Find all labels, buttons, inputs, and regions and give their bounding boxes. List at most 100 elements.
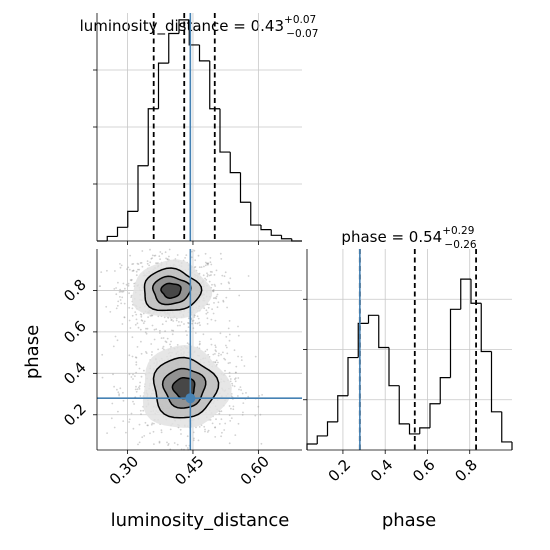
posterior-sample-point — [212, 312, 215, 315]
posterior-sample-point — [138, 388, 141, 390]
posterior-sample-point — [109, 311, 112, 313]
posterior-sample-point — [258, 395, 261, 397]
posterior-sample-point — [145, 332, 148, 335]
posterior-sample-point — [141, 265, 144, 268]
posterior-sample-point — [125, 283, 128, 286]
posterior-sample-point — [99, 285, 101, 287]
posterior-sample-point — [203, 307, 206, 310]
posterior-sample-point — [159, 332, 161, 334]
posterior-sample-point — [192, 431, 195, 434]
posterior-sample-point — [207, 263, 209, 266]
posterior-sample-point — [195, 426, 197, 429]
posterior-sample-point — [153, 443, 155, 445]
posterior-sample-point — [229, 361, 231, 364]
posterior-sample-point — [165, 257, 168, 260]
posterior-sample-point — [240, 356, 243, 358]
posterior-sample-point — [139, 381, 142, 384]
histogram-bar — [239, 172, 251, 203]
y-tick-label: 0.8 — [60, 276, 90, 306]
posterior-sample-point — [238, 388, 240, 391]
posterior-sample-point — [218, 352, 220, 355]
histogram-bar — [280, 235, 292, 240]
posterior-sample-point — [125, 431, 127, 434]
posterior-sample-point — [185, 444, 188, 447]
posterior-sample-point — [122, 282, 125, 285]
posterior-sample-point — [172, 320, 175, 322]
posterior-sample-point — [192, 439, 195, 442]
posterior-sample-point — [200, 266, 203, 268]
density-contour — [151, 275, 192, 306]
posterior-sample-point — [148, 264, 151, 267]
histogram-bar — [460, 278, 471, 310]
posterior-sample-point — [209, 261, 212, 264]
histogram-bar — [357, 322, 369, 358]
posterior-sample-point — [114, 335, 117, 338]
posterior-sample-point — [146, 424, 149, 427]
posterior-sample-point — [141, 250, 144, 252]
posterior-sample-point — [151, 257, 154, 259]
histogram-bar — [398, 385, 410, 425]
posterior-sample-point — [130, 412, 133, 415]
posterior-sample-point — [106, 269, 108, 272]
posterior-sample-point — [134, 375, 136, 377]
posterior-sample-point — [115, 293, 118, 296]
posterior-sample-point — [223, 429, 226, 431]
posterior-sample-point — [137, 268, 139, 271]
posterior-sample-point — [131, 307, 134, 310]
posterior-sample-point — [117, 300, 120, 303]
posterior-sample-point — [139, 313, 142, 316]
posterior-sample-point — [113, 385, 115, 388]
posterior-sample-point — [210, 318, 213, 321]
posterior-sample-point — [140, 340, 142, 343]
histogram-bar — [408, 423, 420, 435]
posterior-sample-point — [199, 342, 201, 345]
posterior-sample-point — [140, 314, 143, 316]
histogram-bar — [378, 315, 389, 349]
posterior-sample-point — [233, 385, 236, 388]
posterior-sample-point — [147, 424, 149, 427]
posterior-sample-point — [229, 420, 232, 422]
posterior-sample-point — [209, 419, 212, 421]
posterior-sample-point — [225, 336, 228, 338]
posterior-sample-point — [147, 316, 150, 319]
posterior-sample-point — [128, 421, 131, 423]
posterior-sample-point — [131, 336, 134, 339]
posterior-sample-point — [242, 402, 245, 404]
histogram-bar — [470, 279, 482, 304]
posterior-sample-point — [211, 283, 213, 286]
posterior-sample-point — [228, 320, 231, 322]
posterior-sample-point — [166, 441, 168, 444]
posterior-sample-point — [146, 262, 149, 265]
posterior-sample-point — [144, 421, 147, 424]
posterior-sample-point — [153, 328, 156, 331]
posterior-sample-point — [184, 257, 187, 259]
posterior-sample-point — [198, 321, 201, 324]
posterior-sample-point — [227, 281, 230, 284]
posterior-sample-point — [121, 323, 124, 325]
posterior-sample-point — [167, 258, 169, 260]
posterior-sample-point — [214, 353, 216, 355]
posterior-sample-point — [169, 428, 172, 431]
posterior-sample-point — [194, 259, 197, 262]
histogram-bar — [337, 395, 348, 422]
posterior-sample-point — [240, 389, 243, 391]
posterior-sample-point — [247, 275, 250, 277]
posterior-sample-point — [167, 444, 170, 446]
posterior-sample-point — [229, 378, 232, 380]
posterior-sample-point — [237, 395, 239, 397]
posterior-sample-point — [140, 413, 142, 415]
posterior-sample-point — [105, 305, 108, 308]
histogram-bar — [501, 411, 512, 443]
posterior-sample-point — [204, 277, 207, 280]
posterior-sample-point — [232, 405, 235, 408]
posterior-sample-point — [198, 343, 201, 346]
x-tick-label: 0.45 — [171, 452, 207, 488]
posterior-sample-point — [217, 354, 220, 357]
posterior-sample-point — [210, 263, 213, 266]
posterior-sample-point — [138, 386, 140, 389]
posterior-sample-point — [135, 356, 138, 359]
posterior-sample-point — [143, 320, 146, 323]
posterior-sample-point — [192, 327, 195, 329]
histogram-bar — [439, 377, 451, 404]
posterior-sample-point — [212, 353, 215, 356]
